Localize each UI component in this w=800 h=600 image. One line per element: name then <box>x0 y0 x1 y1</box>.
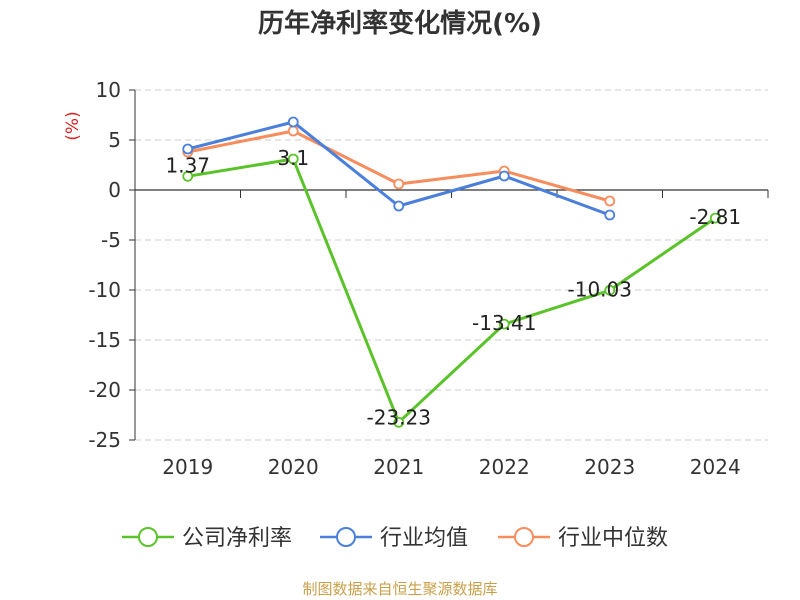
data-label: 1.37 <box>165 153 210 177</box>
y-tick-label: 5 <box>108 128 121 152</box>
legend-item[interactable]: 行业中位数 <box>498 526 668 551</box>
y-tick-label: -20 <box>88 378 121 402</box>
data-point[interactable] <box>393 178 405 190</box>
x-tick-label: 2022 <box>479 455 530 479</box>
x-tick-label: 2019 <box>162 455 213 479</box>
x-tick-label: 2024 <box>690 455 741 479</box>
series-line <box>187 157 717 424</box>
data-point[interactable] <box>182 170 194 182</box>
legend-marker <box>514 527 534 547</box>
y-tick-label: -10 <box>88 278 121 302</box>
legend-marker <box>138 527 158 547</box>
x-tick-label: 2023 <box>584 455 635 479</box>
data-point[interactable] <box>709 212 721 224</box>
x-tick-label: 2020 <box>268 455 319 479</box>
data-point[interactable] <box>182 143 194 155</box>
y-tick-label: -25 <box>88 428 121 452</box>
data-point[interactable] <box>287 125 299 137</box>
source-note: 制图数据来自恒生聚源数据库 <box>302 580 497 598</box>
data-point[interactable] <box>287 153 299 165</box>
x-tick-label: 2021 <box>373 455 424 479</box>
data-point[interactable] <box>604 209 616 221</box>
y-tick-label: 10 <box>96 78 121 102</box>
legend-label: 行业均值 <box>380 526 468 551</box>
data-point[interactable] <box>604 284 616 296</box>
data-point[interactable] <box>498 318 510 330</box>
data-label: -10.03 <box>568 277 632 301</box>
y-axis-label: (%) <box>63 111 83 140</box>
data-point[interactable] <box>393 200 405 212</box>
data-label: -23.23 <box>367 405 431 429</box>
data-point[interactable] <box>393 416 405 428</box>
y-tick-label: 0 <box>108 178 121 202</box>
data-point[interactable] <box>287 116 299 128</box>
data-label: -13.41 <box>472 311 536 335</box>
data-label: 3.1 <box>277 146 309 170</box>
chart-title: 历年净利率变化情况(%) <box>258 8 542 39</box>
data-point[interactable] <box>604 195 616 207</box>
data-label: -2.81 <box>689 205 741 229</box>
y-tick-label: -5 <box>101 228 121 252</box>
data-labels: 1.37 3.1 -23.23 -13.41 -10.03 -2.81 <box>165 146 741 429</box>
legend[interactable]: 公司净利率 行业均值 行业中位数 <box>122 526 668 551</box>
y-tick-label: -15 <box>88 328 121 352</box>
legend-marker <box>336 527 356 547</box>
legend-item[interactable]: 公司净利率 <box>122 526 292 551</box>
series-layer <box>182 116 721 428</box>
data-point[interactable] <box>498 170 510 182</box>
axes: 10 5 0 -5 -10 -15 -20 -25 2019 2020 2021 2022 2023 20… <box>88 78 769 479</box>
legend-label: 公司净利率 <box>182 526 292 551</box>
legend-item[interactable]: 行业均值 <box>320 526 468 551</box>
legend-label: 行业中位数 <box>558 526 668 551</box>
